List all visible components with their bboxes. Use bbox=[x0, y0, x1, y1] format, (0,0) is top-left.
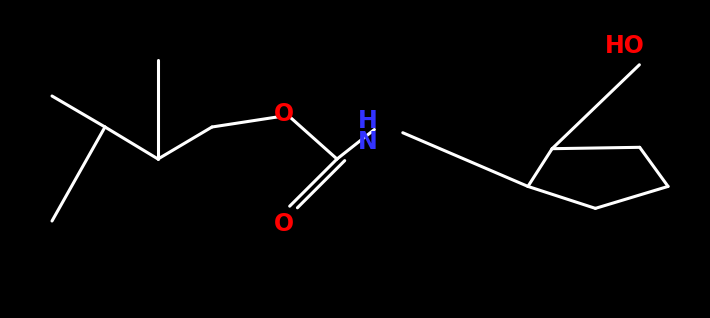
Text: N: N bbox=[358, 129, 378, 154]
Text: HO: HO bbox=[605, 34, 645, 58]
Text: O: O bbox=[274, 212, 294, 236]
Text: H: H bbox=[358, 109, 378, 133]
Text: O: O bbox=[274, 102, 294, 127]
